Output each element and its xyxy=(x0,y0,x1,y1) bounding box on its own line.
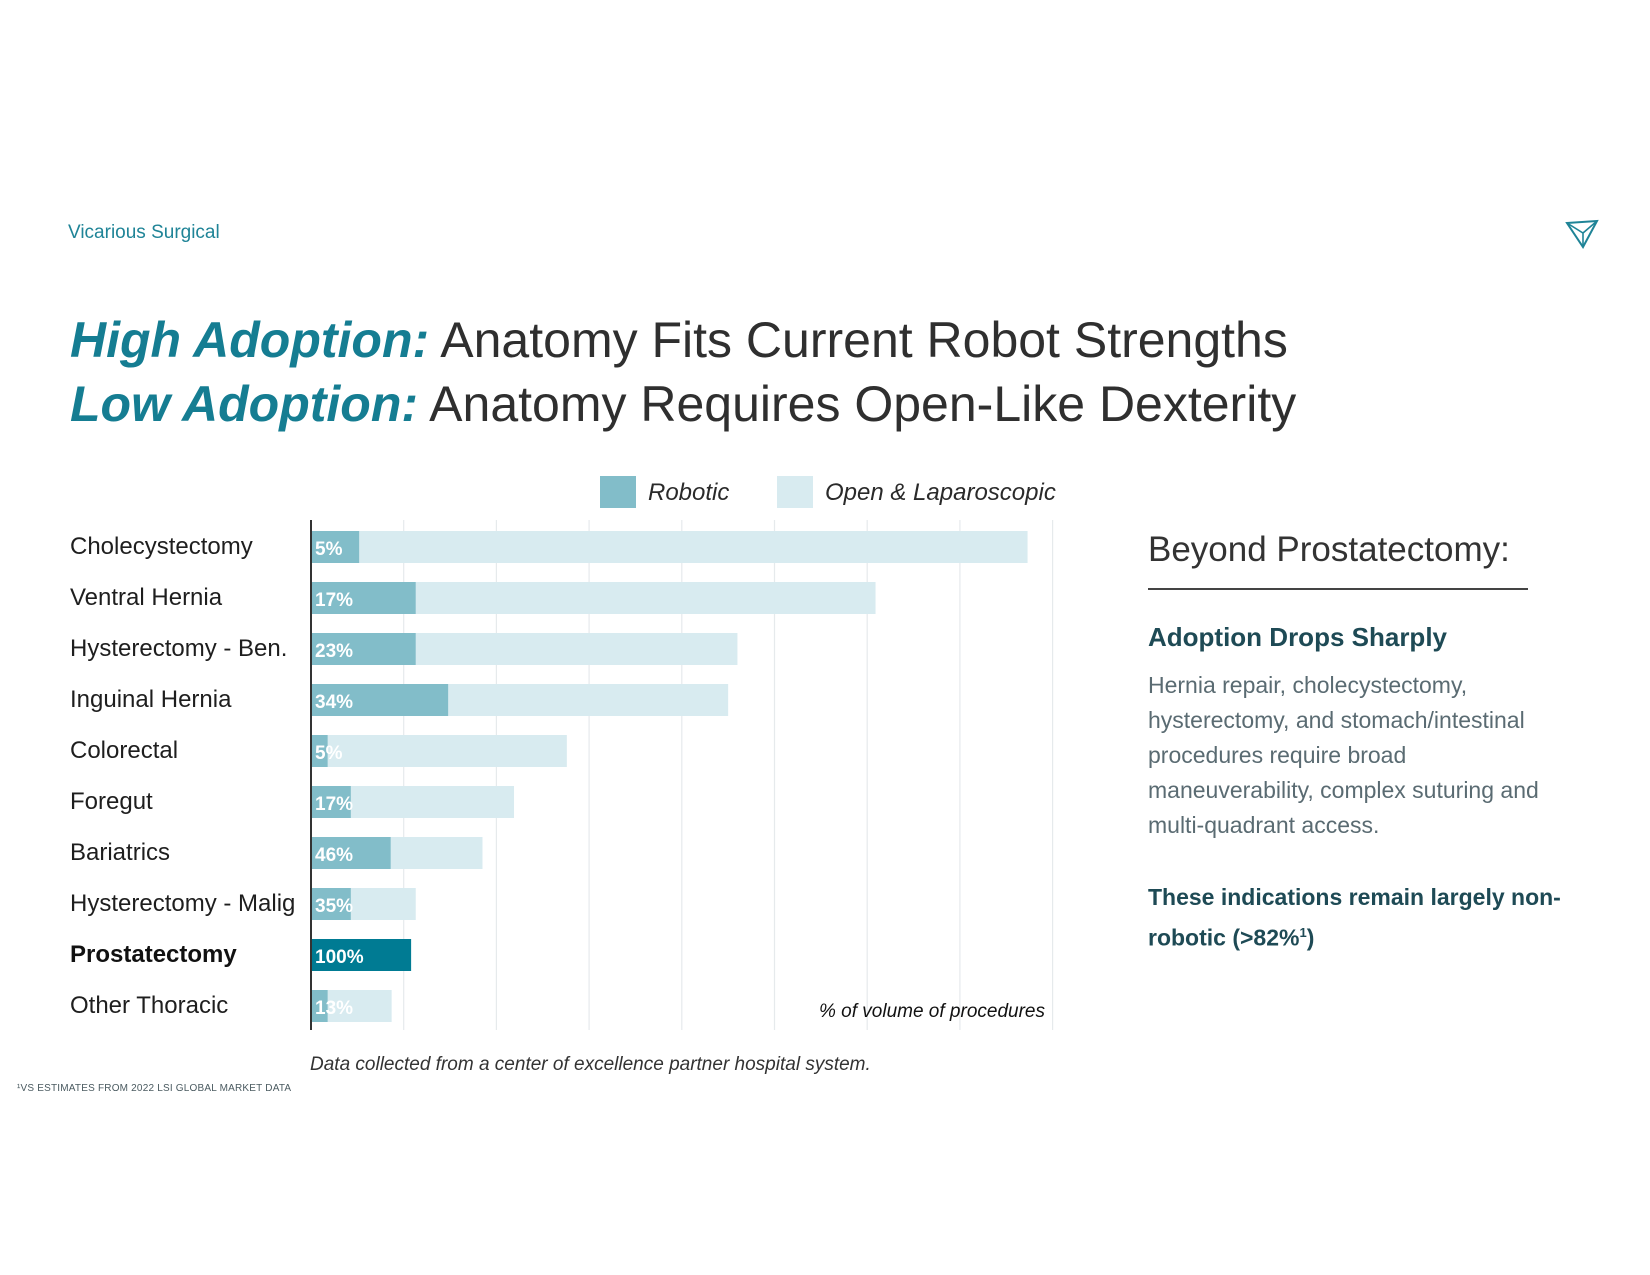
side-body: Hernia repair, cholecystectomy, hysterec… xyxy=(1148,672,1539,838)
bar-value-label: 35% xyxy=(315,896,353,917)
brand-name: Vicarious Surgical xyxy=(68,222,220,243)
bar-robotic xyxy=(311,888,351,920)
bar-open-laparoscopic xyxy=(390,837,483,869)
bar-value-label: 5% xyxy=(315,743,343,764)
bar-open-laparoscopic xyxy=(415,582,876,614)
bar-robotic xyxy=(311,735,328,767)
category-label: Hysterectomy - Malig xyxy=(70,890,296,917)
bar-robotic xyxy=(311,582,416,614)
title-line-2: Low Adoption: Anatomy Requires Open-Like… xyxy=(70,372,1296,436)
bar-value-label: 46% xyxy=(315,845,353,866)
bar-robotic xyxy=(311,633,416,665)
side-divider xyxy=(1148,588,1528,590)
bar-value-label: 34% xyxy=(315,692,353,713)
title-rest-1: Anatomy Fits Current Robot Strengths xyxy=(429,312,1288,368)
page-title: High Adoption: Anatomy Fits Current Robo… xyxy=(70,308,1296,436)
data-note: Data collected from a center of excellen… xyxy=(310,1054,871,1075)
legend-swatch-open xyxy=(777,476,813,508)
title-highlight-2: Low Adoption: xyxy=(70,376,419,432)
title-line-1: High Adoption: Anatomy Fits Current Robo… xyxy=(70,308,1296,372)
bar-value-label: 17% xyxy=(315,794,353,815)
bar-open-laparoscopic xyxy=(415,633,738,665)
side-emphasis-text: These indications remain largely non-rob… xyxy=(1148,884,1561,951)
bar-value-label: 23% xyxy=(315,641,353,662)
bar-open-laparoscopic xyxy=(327,990,392,1022)
bar-open-laparoscopic xyxy=(350,786,515,818)
category-label: Ventral Hernia xyxy=(70,584,223,611)
source-footnote: ¹VS ESTIMATES FROM 2022 LSI GLOBAL MARKE… xyxy=(17,1083,292,1094)
category-label: Inguinal Hernia xyxy=(70,686,232,713)
bar-robotic xyxy=(311,531,360,563)
bar-robotic xyxy=(311,684,449,716)
category-label: Colorectal xyxy=(70,737,179,764)
category-label: Hysterectomy - Ben. xyxy=(70,635,288,662)
side-heading: Adoption Drops Sharply xyxy=(1148,622,1447,652)
category-label: Bariatrics xyxy=(70,839,171,866)
bar-value-label: 13% xyxy=(315,998,353,1019)
bar-robotic xyxy=(311,786,351,818)
bar-open-laparoscopic xyxy=(350,888,416,920)
legend-swatch-robotic xyxy=(600,476,636,508)
category-label: Cholecystectomy xyxy=(70,533,253,560)
x-axis-label: % of volume of procedures xyxy=(819,1001,1046,1022)
category-label: Other Thoracic xyxy=(70,992,229,1019)
vicarious-logo-icon xyxy=(1565,219,1599,249)
category-label: Prostatectomy xyxy=(70,941,237,968)
legend-label-robotic: Robotic xyxy=(648,479,730,506)
side-emphasis-close: ) xyxy=(1306,924,1315,951)
side-title: Beyond Prostatectomy: xyxy=(1148,530,1510,569)
title-rest-2: Anatomy Requires Open-Like Dexterity xyxy=(418,376,1297,432)
category-label: Foregut xyxy=(70,788,153,815)
bar-open-laparoscopic xyxy=(448,684,729,716)
bar-value-label: 17% xyxy=(315,590,353,611)
side-emphasis-sup: 1 xyxy=(1299,925,1307,940)
legend-label-open: Open & Laparoscopic xyxy=(825,479,1056,506)
bar-value-label: 5% xyxy=(315,539,343,560)
bar-open-laparoscopic xyxy=(359,531,1028,563)
bar-robotic xyxy=(311,939,412,971)
side-emphasis: These indications remain largely non-rob… xyxy=(1148,880,1588,956)
bar-robotic xyxy=(311,837,391,869)
bar-value-label: 100% xyxy=(315,947,364,968)
bar-robotic xyxy=(311,990,328,1022)
title-highlight-1: High Adoption: xyxy=(70,312,430,368)
bar-open-laparoscopic xyxy=(327,735,567,767)
